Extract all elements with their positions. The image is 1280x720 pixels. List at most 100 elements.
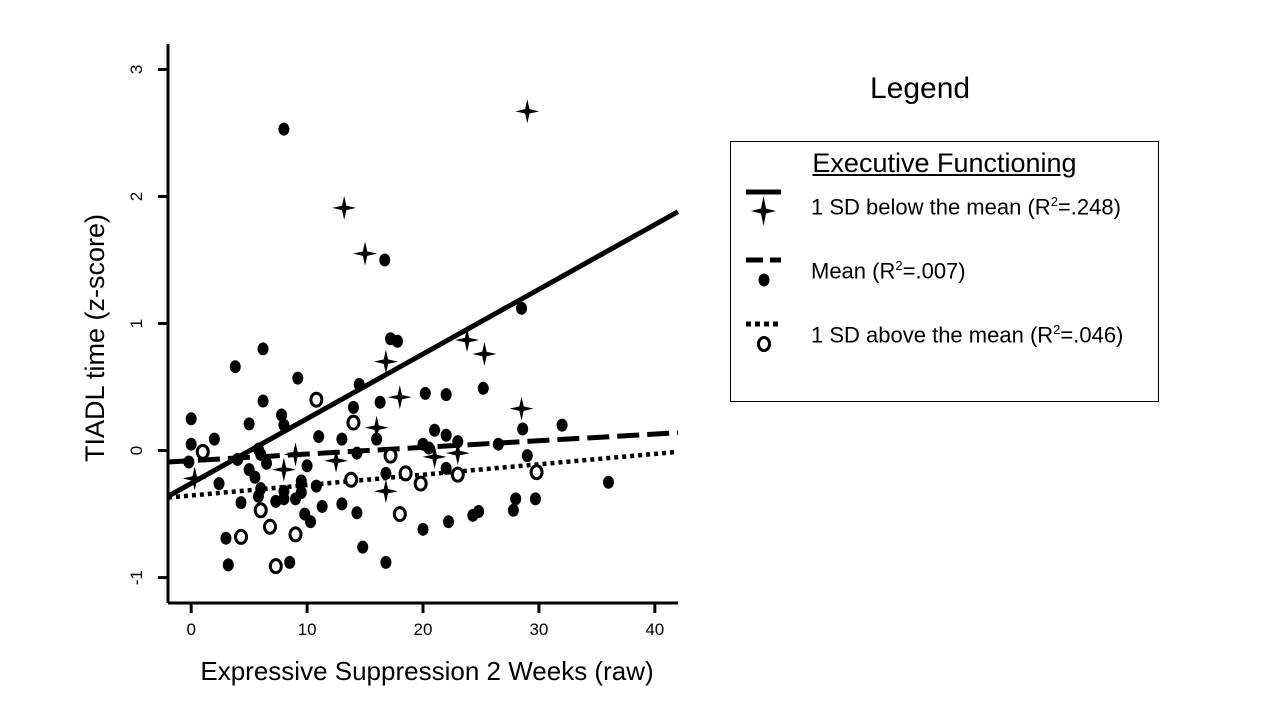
point-dot: [440, 461, 452, 475]
legend-label: Mean (R2=.007): [811, 258, 966, 284]
point-ring: [263, 518, 277, 535]
point-ring: [413, 475, 428, 492]
point-dot: [351, 506, 363, 520]
point-dot: [417, 522, 429, 536]
x-tick-label: 10: [298, 620, 317, 639]
point-dot: [310, 479, 322, 493]
point-ring: [344, 471, 359, 488]
point-star: [364, 415, 389, 440]
point-dot: [243, 417, 255, 431]
point-dot: [232, 452, 244, 466]
point-star: [445, 441, 470, 466]
point-dot: [467, 508, 479, 522]
point-ring: [398, 465, 413, 482]
point-star: [324, 448, 349, 473]
point-dot: [185, 412, 197, 426]
point-star: [353, 241, 378, 266]
point-dot: [521, 449, 533, 463]
point-star: [271, 457, 296, 482]
point-ring: [253, 502, 268, 519]
point-dot: [305, 515, 317, 529]
x-axis-label: Expressive Suppression 2 Weeks (raw): [200, 656, 653, 686]
point-dot: [336, 432, 348, 446]
data-points: [182, 99, 614, 575]
point-dot: [429, 423, 441, 437]
point-dot: [516, 301, 528, 315]
legend-label: 1 SD above the mean (R2=.046): [811, 322, 1124, 348]
point-ring: [392, 506, 407, 523]
point-dot: [392, 334, 403, 348]
point-dot: [257, 394, 269, 408]
point-dot: [255, 447, 267, 461]
point-dot: [507, 503, 519, 517]
point-dot: [336, 497, 348, 511]
point-dot: [556, 418, 568, 432]
legend: Executive Functioning 1 SD below the mea…: [730, 141, 1159, 402]
point-dot: [278, 122, 290, 136]
point-dot: [313, 430, 325, 444]
point-dot: [379, 253, 391, 267]
point-dot: [529, 492, 541, 506]
point-dot: [220, 531, 232, 545]
point-dot: [380, 466, 392, 480]
point-ring: [346, 414, 361, 431]
legend-symbol-dashed-dot: [746, 257, 781, 287]
point-dot: [351, 446, 363, 460]
axes: 0 10 20 30 40 -1 0 1 2 3: [127, 44, 678, 639]
point-star: [472, 341, 497, 366]
y-tick-label: 3: [127, 65, 146, 74]
x-tick-label: 0: [186, 620, 195, 639]
point-star: [455, 328, 480, 353]
y-tick-label: 2: [127, 192, 146, 201]
x-tick-label: 40: [645, 620, 664, 639]
point-ring: [450, 466, 465, 483]
point-dot: [301, 459, 313, 473]
point-dot: [213, 477, 225, 491]
point-dot: [284, 555, 296, 569]
point-dot: [602, 475, 614, 489]
point-dot: [347, 400, 359, 414]
point-dot: [440, 428, 452, 442]
point-dot: [443, 515, 454, 529]
point-star: [332, 195, 357, 220]
point-dot: [380, 555, 392, 569]
point-star: [509, 396, 534, 421]
point-dot: [423, 441, 435, 455]
point-dot: [292, 371, 304, 385]
point-dot: [295, 474, 307, 488]
point-ring: [268, 558, 283, 575]
legend-symbol-solid-star: [746, 189, 781, 226]
point-star: [373, 479, 398, 504]
point-dot: [249, 470, 261, 484]
dot-icon: [758, 273, 770, 287]
point-star: [422, 444, 447, 469]
point-star: [387, 385, 412, 410]
point-dot: [222, 558, 234, 572]
point-dot: [257, 342, 269, 356]
point-star: [373, 349, 398, 374]
point-dot: [185, 437, 197, 451]
point-dot: [440, 388, 452, 402]
point-star: [283, 442, 308, 467]
point-dot: [419, 386, 431, 400]
legend-item-mean: Mean (R2=.007): [731, 250, 1158, 300]
point-ring: [309, 391, 324, 408]
point-dot: [316, 499, 328, 513]
point-dot: [290, 492, 301, 506]
y-tick-label: -1: [127, 570, 146, 585]
point-ring: [195, 443, 210, 460]
point-star: [515, 99, 540, 124]
legend-label: 1 SD below the mean (R2=.248): [811, 194, 1121, 220]
point-dot: [477, 381, 489, 395]
point-star: [182, 466, 207, 491]
point-dot: [374, 395, 386, 409]
point-dot: [278, 492, 290, 506]
point-dot: [517, 422, 529, 436]
legend-heading: Executive Functioning: [812, 148, 1077, 178]
fit-line-solid: [166, 209, 680, 499]
ring-icon: [757, 336, 771, 352]
legend-symbol-dotted-ring: [746, 321, 781, 352]
point-dot: [261, 456, 273, 470]
point-dot: [371, 432, 383, 446]
